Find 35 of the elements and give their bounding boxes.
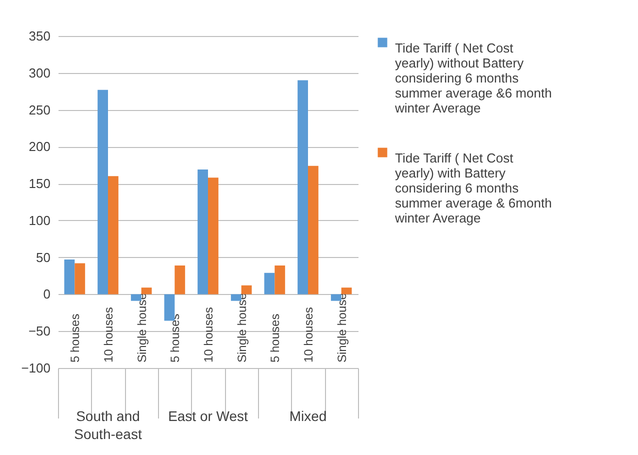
y-tick-label: 200 bbox=[28, 139, 50, 154]
x-tick-label: 5 houses bbox=[168, 314, 182, 362]
legend-label: Tide Tariff ( Net Cost yearly) with Battery considering 6 months summer average & 6month winter Average bbox=[394, 150, 552, 226]
y-tick-label: 0 bbox=[43, 286, 50, 302]
x-tick-label: 10 houses bbox=[202, 307, 216, 362]
x-tick-label: 10 houses bbox=[102, 307, 116, 362]
y-tick-label: 150 bbox=[28, 176, 50, 192]
text: Mixed bbox=[289, 408, 327, 424]
y-tick-label: 50 bbox=[36, 250, 50, 265]
bar bbox=[298, 80, 308, 294]
bar bbox=[308, 166, 318, 294]
bar bbox=[108, 176, 118, 294]
y-tick-label: 100 bbox=[28, 212, 50, 228]
bar bbox=[264, 272, 275, 294]
bar bbox=[74, 263, 86, 294]
bar bbox=[208, 178, 218, 294]
bar bbox=[141, 288, 152, 294]
bar bbox=[98, 90, 108, 294]
bar bbox=[274, 265, 286, 294]
y-tick-label: −50 bbox=[28, 324, 50, 339]
text: South and South-east bbox=[74, 408, 142, 442]
bar bbox=[241, 285, 252, 294]
x-tick-label: 5 houses bbox=[268, 314, 282, 362]
legend-label: Tide Tariff ( Net Cost yearly) without Battery considering 6 months summer average &6 month winter Average bbox=[394, 40, 552, 116]
bar bbox=[174, 265, 186, 294]
x-tick-label: 10 houses bbox=[302, 307, 316, 362]
bar bbox=[64, 260, 75, 294]
y-tick-label: 300 bbox=[28, 65, 50, 80]
y-tick-label: −100 bbox=[21, 360, 50, 376]
x-tick-label: 5 houses bbox=[68, 314, 82, 362]
text: East or West bbox=[168, 408, 248, 424]
y-tick-label: 350 bbox=[28, 28, 50, 44]
bar bbox=[341, 288, 352, 294]
y-tick-label: 250 bbox=[28, 102, 50, 118]
bar bbox=[198, 170, 208, 294]
